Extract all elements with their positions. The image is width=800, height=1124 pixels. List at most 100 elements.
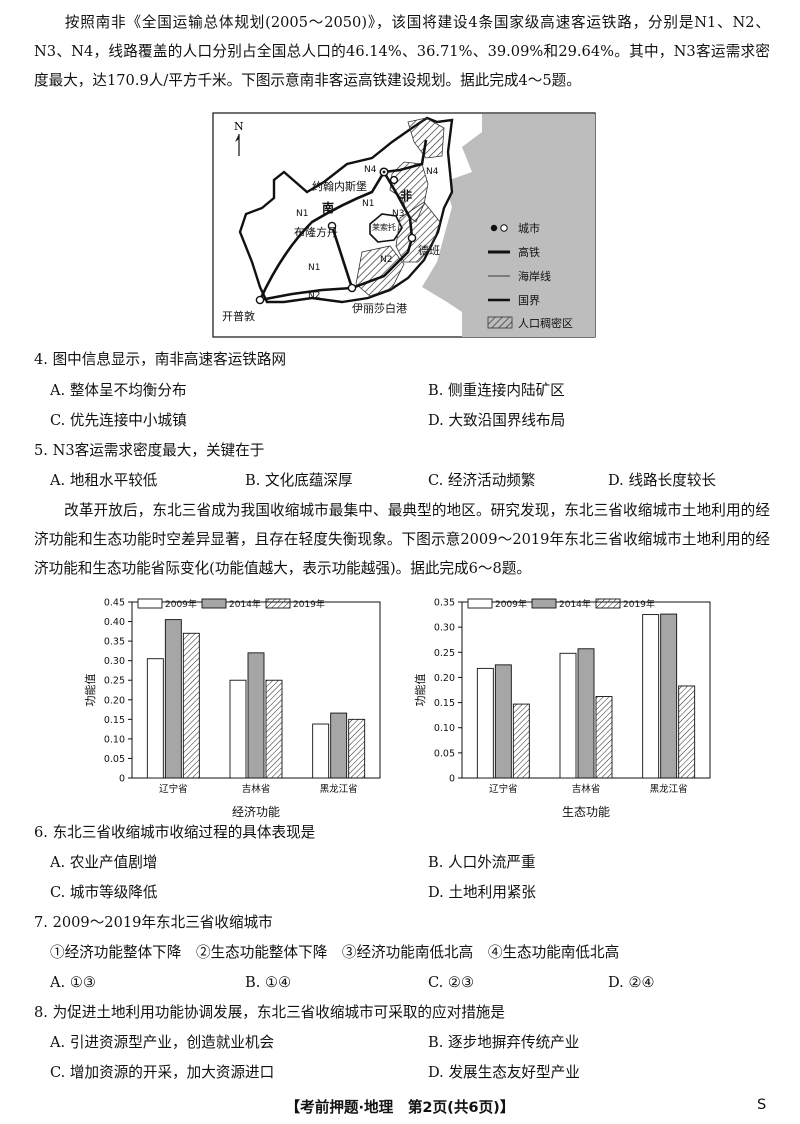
legend-swatch [595, 598, 621, 609]
intro-paragraph-2: 改革开放后，东北三省成为我国收缩城市最集中、最典型的地区。研究发现，东北三省收缩… [34, 496, 770, 583]
legend-label: 2019年 [293, 598, 325, 610]
bar-0-2 [182, 632, 200, 779]
label-n1-c: N1 [308, 263, 320, 273]
intro-text-1: 按照南非《全国运输总体规划(2005～2050)》，该国将建设4条国家级高速客运… [34, 14, 770, 89]
label-n2-a: N2 [308, 291, 320, 301]
legend-swatch [467, 598, 493, 609]
y-tick-label: 0.20 [434, 673, 455, 684]
page-footer: 【考前押题·地理 第2页(共6页)】 [285, 1099, 515, 1116]
legend-city: 城市 [518, 221, 540, 235]
bar-2-1 [330, 712, 348, 779]
y-tick-label: 0.15 [104, 715, 125, 726]
intro-paragraph-1: 按照南非《全国运输总体规划(2005～2050)》，该国将建设4条国家级高速客运… [34, 8, 770, 95]
bar-0-2 [512, 703, 530, 779]
y-tick-label: 0.05 [434, 748, 455, 759]
label-country-2: 非 [400, 188, 412, 203]
legend-dense-area: 人口稠密区 [518, 316, 573, 330]
bar-0-1 [164, 619, 182, 779]
q7-option-d[interactable]: D. ②④ [608, 974, 655, 991]
map-legend: 城市 高铁 海岸线 国界 人口稠密区 [487, 221, 573, 330]
dense-area-3 [395, 201, 441, 263]
label-bloemfontein: 布隆方丹 [294, 225, 338, 239]
q4-option-a[interactable]: A. 整体呈不均衡分布 [50, 382, 187, 399]
bar-1-1 [247, 652, 265, 779]
legend-coastline: 海岸线 [518, 269, 551, 283]
x-tick-label: 辽宁省 [489, 783, 518, 795]
north-arrow: N [234, 120, 244, 156]
y-tick-label: 0.40 [104, 617, 125, 628]
legend-label: 2019年 [623, 598, 655, 610]
bar-2-0 [312, 723, 330, 779]
bar-2-2 [348, 718, 366, 779]
q8-option-c[interactable]: C. 增加资源的开采，加大资源进口 [50, 1064, 275, 1081]
q6-option-b[interactable]: B. 人口外流严重 [428, 854, 536, 871]
label-lesotho: 莱索托 [372, 222, 396, 232]
q5-option-a[interactable]: A. 地租水平较低 [50, 472, 158, 489]
legend-border: 国界 [518, 294, 540, 307]
q8-option-d[interactable]: D. 发展生态友好型产业 [428, 1064, 580, 1081]
country-outline [238, 116, 454, 304]
question-5-stem: 5. N3客运需求密度最大，关键在于 [34, 442, 265, 459]
x-tick-label: 黑龙江省 [320, 783, 358, 795]
label-n2-b: N2 [380, 255, 392, 265]
y-tick-label: 0.45 [104, 598, 125, 609]
label-n1-a: N1 [296, 209, 308, 219]
q5-option-c[interactable]: C. 经济活动频繁 [428, 472, 536, 489]
question-7-stem: 7. 2009～2019年东北三省收缩城市 [34, 914, 273, 931]
legend-swatch [531, 598, 557, 609]
dense-area-4 [355, 245, 405, 297]
y-tick-label: 0.25 [104, 676, 125, 687]
bar-2-1 [660, 613, 678, 779]
legend-label: 2014年 [229, 598, 261, 610]
chart-economic-function: 0 0.05 0.10 0.15 0.20 0.25 0.30 0.35 0.40 0.45 功能值… [80, 590, 390, 826]
label-country: 南 [322, 200, 334, 215]
q6-option-a[interactable]: A. 农业产值剧增 [50, 854, 158, 871]
y-tick-label: 0.30 [434, 623, 455, 634]
y-tick-label: 0.20 [104, 695, 125, 706]
q8-option-b[interactable]: B. 逐步地摒弃传统产业 [428, 1034, 580, 1051]
legend-label: 2014年 [559, 598, 591, 610]
q7-statements: ①经济功能整体下降 ②生态功能整体下降 ③经济功能南低北高 ④生态功能南低北高 [50, 944, 620, 961]
map-svg: N 南 非 莱索托 约翰内斯堡 布隆方丹 德班 开普敦 伊丽莎白港 N1 N1 … [212, 112, 596, 338]
y-tick-label: 0 [449, 774, 455, 785]
q8-option-a[interactable]: A. 引进资源型产业，创造就业机会 [50, 1034, 275, 1051]
south-africa-rail-map: N 南 非 莱索托 约翰内斯堡 布隆方丹 德班 开普敦 伊丽莎白港 N1 N1 … [212, 112, 596, 338]
q5-option-d[interactable]: D. 线路长度较长 [608, 472, 717, 489]
question-6-stem: 6. 东北三省收缩城市收缩过程的具体表现是 [34, 824, 316, 841]
bar-1-2 [265, 679, 283, 779]
x-tick-label: 辽宁省 [159, 783, 188, 795]
legend-swatch [137, 598, 163, 609]
legend-label: 2009年 [165, 598, 197, 610]
q7-option-b[interactable]: B. ①④ [245, 974, 292, 991]
city-markers [255, 167, 417, 305]
bar-1-0 [559, 652, 577, 779]
y-tick-label: 0.35 [104, 637, 125, 648]
label-n3: N3 [392, 209, 404, 219]
legend-label: 2009年 [495, 598, 527, 610]
y-tick-label: 0.10 [434, 723, 455, 734]
y-tick-label: 0.30 [104, 656, 125, 667]
q4-option-b[interactable]: B. 侧重连接内陆矿区 [428, 382, 565, 399]
x-tick-label: 吉林省 [572, 783, 601, 795]
chart-title: 经济功能 [232, 804, 280, 819]
bar-2-2 [678, 685, 696, 779]
y-tick-label: 0.10 [104, 734, 125, 745]
q7-option-a[interactable]: A. ①③ [50, 974, 96, 991]
q7-option-c[interactable]: C. ②③ [428, 974, 475, 991]
q4-option-d[interactable]: D. 大致沿国界线布局 [428, 412, 566, 429]
legend-rail: 高铁 [518, 245, 540, 259]
bar-0-1 [494, 664, 512, 779]
q6-option-c[interactable]: C. 城市等级降低 [50, 884, 158, 901]
x-tick-label: 吉林省 [242, 783, 271, 795]
q4-option-c[interactable]: C. 优先连接中小城镇 [50, 412, 187, 429]
bar-1-0 [229, 679, 247, 779]
q6-option-d[interactable]: D. 土地利用紧张 [428, 884, 537, 901]
q5-option-b[interactable]: B. 文化底蕴深厚 [245, 472, 353, 489]
y-tick-label: 0 [119, 774, 125, 785]
label-durban: 德班 [418, 243, 440, 257]
y-axis-label: 功能值 [83, 674, 97, 707]
bar-1-1 [577, 648, 595, 779]
label-johannesburg: 约翰内斯堡 [312, 179, 367, 193]
y-tick-label: 0.25 [434, 648, 455, 659]
chart-svg: 0 0.05 0.10 0.15 0.20 0.25 0.30 0.35 0.40 0.45 功能值… [83, 598, 381, 819]
